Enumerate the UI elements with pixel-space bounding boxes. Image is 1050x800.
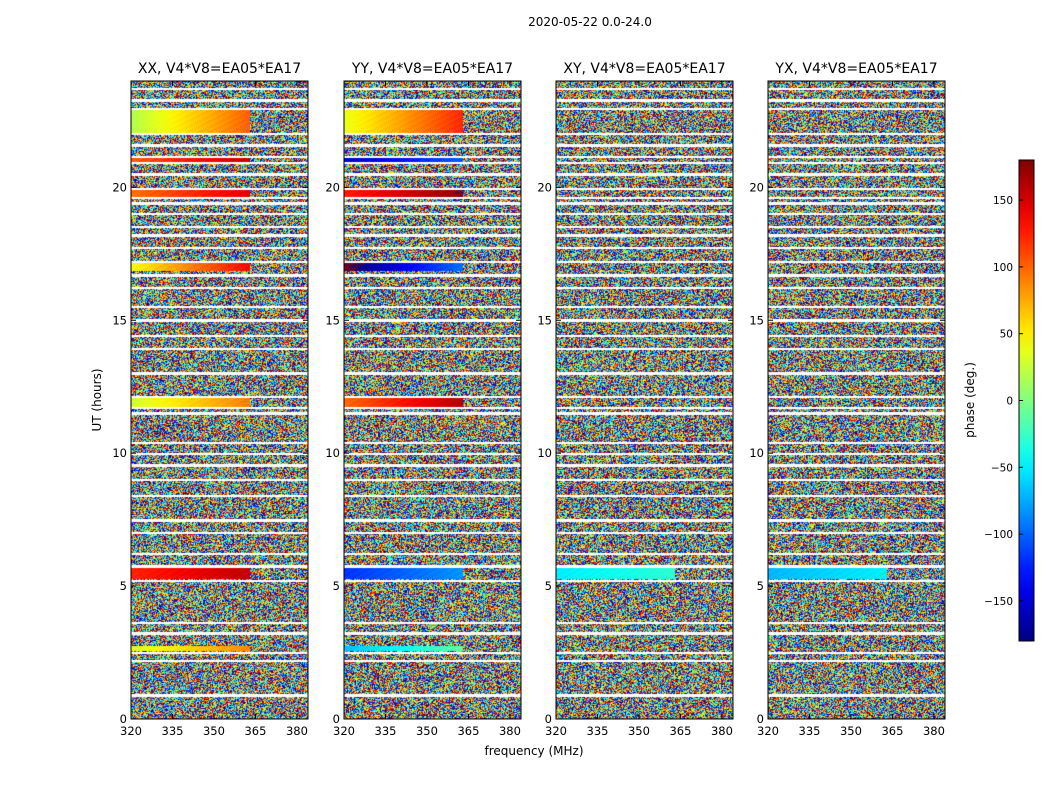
y-tick-label: 20 (325, 180, 340, 194)
x-tick-label: 365 (881, 724, 903, 738)
y-tick-label: 0 (757, 712, 764, 726)
x-tick-label: 380 (499, 724, 521, 738)
panel-frame (767, 80, 946, 720)
heatmap-image-yx (768, 81, 945, 719)
x-tick-label: 380 (286, 724, 308, 738)
y-tick-label: 10 (112, 446, 127, 460)
x-tick-label: 335 (587, 724, 609, 738)
y-tick-label: 15 (749, 313, 764, 327)
y-tick-label: 20 (112, 180, 127, 194)
heatmap-image-xy (556, 81, 733, 719)
x-tick-label: 350 (416, 724, 438, 738)
panel-yx: YX, V4*V8=EA05*EA17 320 335 350 365 380 0 5 10 15… (749, 61, 946, 738)
x-tick-label: 365 (457, 724, 479, 738)
y-tick-label: 10 (537, 446, 552, 460)
y-tick-label: 20 (749, 180, 764, 194)
x-tick-label: 350 (840, 724, 862, 738)
y-tick-label: 15 (112, 313, 127, 327)
x-tick-label: 320 (120, 724, 142, 738)
colorbar-tick-label: −150 (984, 596, 1013, 608)
x-tick-label: 350 (203, 724, 225, 738)
colorbar: −150 −100 −50 0 50 100 150 (984, 159, 1035, 642)
x-tick-label: 335 (162, 724, 184, 738)
panel-frame (555, 80, 734, 720)
colorbar-tick-label: 150 (993, 195, 1013, 207)
x-tick-label: 320 (545, 724, 567, 738)
colorbar-tick-label: −50 (991, 462, 1013, 474)
y-tick-label: 5 (545, 579, 552, 593)
y-tick-label: 0 (333, 712, 340, 726)
x-tick-label: 335 (799, 724, 821, 738)
y-axis-label: UT (hours) (90, 368, 104, 431)
colorbar-tick-label: 0 (1006, 396, 1013, 408)
y-tick-label: 0 (120, 712, 127, 726)
y-tick-label: 20 (537, 180, 552, 194)
x-tick-label: 335 (375, 724, 397, 738)
panel-xy: XY, V4*V8=EA05*EA17 320 335 350 365 380 0 5 10 15… (537, 61, 734, 738)
y-tick-label: 10 (749, 446, 764, 460)
y-tick-label: 5 (120, 579, 127, 593)
y-tick-label: 10 (325, 446, 340, 460)
x-tick-label: 320 (757, 724, 779, 738)
colorbar-tick-label: 100 (993, 262, 1013, 274)
x-tick-label: 350 (628, 724, 650, 738)
panel-title-yy: YY, V4*V8=EA05*EA17 (351, 61, 513, 77)
y-tick-label: 0 (545, 712, 552, 726)
figure-title: 2020-05-22 0.0-24.0 (528, 15, 652, 29)
x-tick-label: 380 (711, 724, 733, 738)
colorbar-label: phase (deg.) (963, 362, 977, 438)
y-tick-label: 15 (325, 313, 340, 327)
x-tick-label: 365 (244, 724, 266, 738)
x-tick-label: 380 (923, 724, 945, 738)
x-tick-label: 320 (333, 724, 355, 738)
y-tick-label: 5 (333, 579, 340, 593)
heatmap-image-yy (344, 81, 521, 719)
panel-frame (343, 80, 522, 720)
x-tick-label: 365 (669, 724, 691, 738)
y-tick-label: 15 (537, 313, 552, 327)
panel-yy: YY, V4*V8=EA05*EA17 320 335 350 365 380 0 5 10 15… (325, 61, 522, 738)
heatmap-panels: XX, V4*V8=EA05*EA17 320 335 350 365 380 0 5 10 15… (112, 61, 946, 738)
panel-frame (130, 80, 309, 720)
colorbar-tick-label: −100 (984, 529, 1013, 541)
heatmap-image-xx (131, 81, 308, 719)
panel-xx: XX, V4*V8=EA05*EA17 320 335 350 365 380 0 5 10 15… (112, 61, 309, 738)
colorbar-tick-label: 50 (1000, 329, 1013, 341)
panel-title-xy: XY, V4*V8=EA05*EA17 (563, 61, 725, 77)
panel-title-yx: YX, V4*V8=EA05*EA17 (774, 61, 937, 77)
y-tick-label: 5 (757, 579, 764, 593)
x-axis-label: frequency (MHz) (484, 744, 583, 758)
panel-title-xx: XX, V4*V8=EA05*EA17 (138, 61, 301, 77)
